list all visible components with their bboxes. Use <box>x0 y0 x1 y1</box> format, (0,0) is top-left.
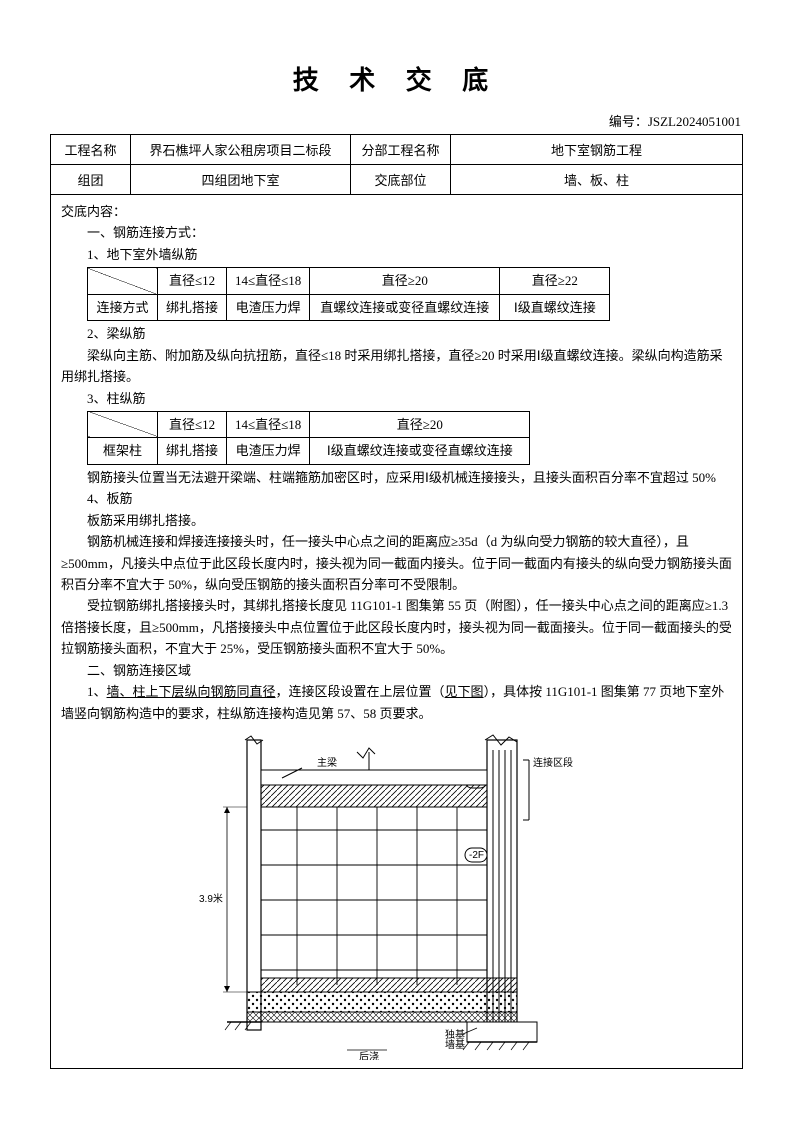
hdr-location-label: 交底部位 <box>351 165 451 195</box>
item-1-3: 3、柱纵筋 <box>61 388 732 409</box>
item-1-1: 1、地下室外墙纵筋 <box>61 244 732 265</box>
p12-underlined2: 见下图 <box>445 684 484 699</box>
p12-underlined: 墙、柱上下层纵向钢筋同直径 <box>107 684 276 699</box>
doc-no-label: 编号： <box>609 114 648 129</box>
page-title: 技 术 交 底 <box>50 60 743 97</box>
slab-text: 板筋采用绑扎搭接。 <box>61 510 732 531</box>
height-label: 3.9米 <box>199 892 223 905</box>
hdr-location-value: 墙、板、柱 <box>451 165 743 195</box>
item-1-2: 2、梁纵筋 <box>61 323 732 344</box>
beam-text: 梁纵向主筋、附加筋及纵向抗扭筋，直径≤18 时采用绑扎搭接，直径≥20 时采用Ⅰ… <box>61 345 732 388</box>
table-row: 框架柱 绑扎搭接 电渣压力焊 Ⅰ级直螺纹连接或变径直螺纹连接 <box>88 438 530 464</box>
col-h2: 14≤直径≤18 <box>227 268 310 294</box>
hdr-subproject-value: 地下室钢筋工程 <box>451 135 743 165</box>
cell: 绑扎搭接 <box>158 438 227 464</box>
cell: Ⅰ级直螺纹连接或变径直螺纹连接 <box>310 438 530 464</box>
table-row: 直径≤12 14≤直径≤18 直径≥20 <box>88 411 530 437</box>
header-table: 工程名称 界石樵坪人家公租房项目二标段 分部工程名称 地下室钢筋工程 组团 四组… <box>50 134 743 195</box>
item-1-4: 4、板筋 <box>61 488 732 509</box>
main-beam-label: 主梁 <box>317 756 337 769</box>
p12-mid: ，连接区段设置在上层位置（ <box>276 684 445 699</box>
col-h4: 直径≥22 <box>500 268 610 294</box>
row-label: 框架柱 <box>88 438 158 464</box>
table-row: 连接方式 绑扎搭接 电渣压力焊 直螺纹连接或变径直螺纹连接 Ⅰ级直螺纹连接 <box>88 294 610 320</box>
section-2: 二、钢筋连接区域 <box>61 660 732 681</box>
section-1: 一、钢筋连接方式： <box>61 222 732 243</box>
row-label: 连接方式 <box>88 294 158 320</box>
hdr-project-value: 界石樵坪人家公租房项目二标段 <box>131 135 351 165</box>
col-h1: 直径≤12 <box>158 411 227 437</box>
floor-2f: -2F <box>469 850 484 861</box>
cell: 绑扎搭接 <box>158 294 227 320</box>
bottom-dim-label: 后浇 <box>359 1050 379 1060</box>
structural-diagram: 连接区段 -1F -2F 主梁 <box>187 730 607 1060</box>
lap-joint-text: 受拉钢筋绑扎搭接接头时，其绑扎搭接长度见 11G101-1 图集第 55 页（附… <box>61 595 732 659</box>
col-h3: 直径≥20 <box>310 268 500 294</box>
col-h1: 直径≤12 <box>158 268 227 294</box>
content-body: 交底内容： 一、钢筋连接方式： 1、地下室外墙纵筋 直径≤12 14≤直径≤18… <box>50 195 743 1069</box>
diag-cell <box>88 411 158 437</box>
doc-no-value: JSZL2024051001 <box>648 114 741 129</box>
mech-joint-text: 钢筋机械连接和焊接连接接头时，任一接头中心点之间的距离应≥35d（d 为纵向受力… <box>61 531 732 595</box>
cell: 直螺纹连接或变径直螺纹连接 <box>310 294 500 320</box>
table-column-rebar: 直径≤12 14≤直径≤18 直径≥20 框架柱 绑扎搭接 电渣压力焊 Ⅰ级直螺… <box>87 411 530 465</box>
table-row: 直径≤12 14≤直径≤18 直径≥20 直径≥22 <box>88 268 610 294</box>
table-wall-rebar: 直径≤12 14≤直径≤18 直径≥20 直径≥22 连接方式 绑扎搭接 电渣压… <box>87 267 610 321</box>
col-h2: 14≤直径≤18 <box>227 411 310 437</box>
hdr-project-label: 工程名称 <box>51 135 131 165</box>
diag-cell <box>88 268 158 294</box>
foundation-label2: 墙基 <box>445 1038 465 1051</box>
zone-label: 连接区段 <box>533 756 573 769</box>
cell: Ⅰ级直螺纹连接 <box>500 294 610 320</box>
hdr-subproject-label: 分部工程名称 <box>351 135 451 165</box>
hdr-group-label: 组团 <box>51 165 131 195</box>
section-2-1: 1、墙、柱上下层纵向钢筋同直径，连接区段设置在上层位置（见下图），具体按 11G… <box>61 681 732 724</box>
cell: 电渣压力焊 <box>227 438 310 464</box>
content-heading: 交底内容： <box>61 201 732 222</box>
doc-number: 编号：JSZL2024051001 <box>50 111 743 130</box>
table-row: 组团 四组团地下室 交底部位 墙、板、柱 <box>51 165 743 195</box>
hdr-group-value: 四组团地下室 <box>131 165 351 195</box>
cell: 电渣压力焊 <box>227 294 310 320</box>
p12-prefix: 1、 <box>87 684 107 699</box>
col-h3: 直径≥20 <box>310 411 530 437</box>
joint-note: 钢筋接头位置当无法避开梁端、柱端箍筋加密区时，应采用Ⅰ级机械连接接头，且接头面积… <box>61 467 732 488</box>
table-row: 工程名称 界石樵坪人家公租房项目二标段 分部工程名称 地下室钢筋工程 <box>51 135 743 165</box>
